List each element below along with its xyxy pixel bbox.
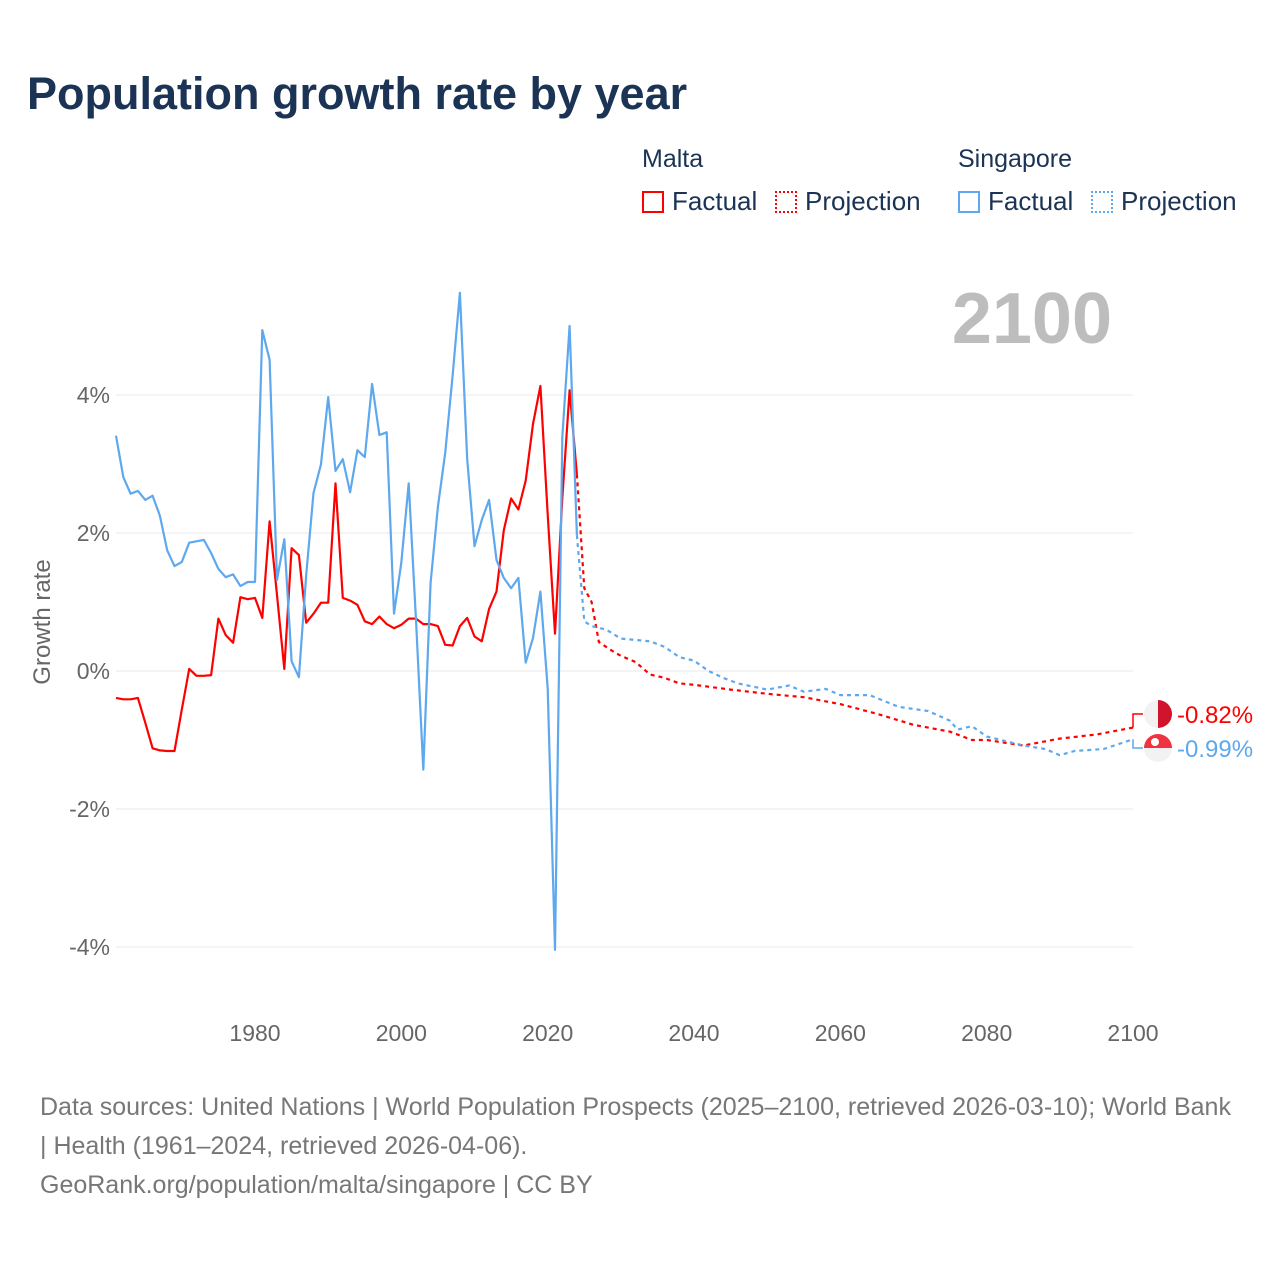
y-tick-label: -2% (69, 796, 110, 822)
end-value-label: -0.99% (1177, 736, 1253, 763)
malta-flag-icon (1144, 700, 1172, 728)
legend-group-malta: Malta (642, 145, 704, 173)
x-tick-label: 2100 (1107, 1020, 1158, 1046)
series-line-malta-factual (115, 384, 578, 753)
series-line-singapore-factual (114, 291, 578, 951)
end-label-connector (1132, 713, 1143, 728)
legend-singapore-factual[interactable]: Factual (958, 186, 1073, 217)
y-tick-label: -4% (69, 934, 110, 960)
y-tick-label: 0% (77, 658, 110, 684)
x-tick-label: 2080 (961, 1020, 1012, 1046)
y-tick-label: 2% (77, 520, 110, 546)
legend-singapore-projection[interactable]: Projection (1091, 186, 1237, 217)
flag-red-half (1158, 700, 1172, 728)
legend-label: Factual (672, 186, 758, 216)
chart-title: Population growth rate by year (27, 68, 688, 119)
y-tick-label: 4% (77, 382, 110, 408)
legend-group-singapore: Singapore (958, 145, 1072, 173)
legend-label: Factual (988, 186, 1074, 216)
y-axis-label: Growth rate (29, 559, 56, 684)
legend-malta-projection[interactable]: Projection (775, 186, 921, 217)
footer: Data sources: United Nations | World Pop… (40, 1088, 1240, 1205)
legend-label: Projection (1121, 186, 1237, 216)
legend-swatch-dotted (1091, 190, 1113, 213)
series-line-malta-projection (575, 474, 1134, 747)
end-value-label: -0.82% (1177, 702, 1253, 729)
year-overlay: 2100 (952, 279, 1112, 359)
flag-crescent (1151, 738, 1159, 746)
legend-swatch-solid (958, 190, 980, 213)
legend-swatch-solid (642, 190, 664, 213)
legend-swatch-dotted (775, 190, 797, 213)
legend-malta-factual[interactable]: Factual (642, 186, 757, 217)
x-tick-label: 2020 (522, 1020, 573, 1046)
end-label-connector (1132, 739, 1143, 749)
data-sources: Data sources: United Nations | World Pop… (40, 1093, 1231, 1160)
series-line-singapore-projection (575, 535, 1134, 757)
singapore-flag-icon (1144, 734, 1172, 762)
x-tick-label: 1980 (229, 1020, 280, 1046)
credit-link[interactable]: GeoRank.org/population/malta/singapore |… (40, 1171, 593, 1199)
x-tick-label: 2040 (668, 1020, 719, 1046)
legend-label: Projection (805, 186, 921, 216)
x-tick-label: 2000 (376, 1020, 427, 1046)
x-tick-label: 2060 (815, 1020, 866, 1046)
